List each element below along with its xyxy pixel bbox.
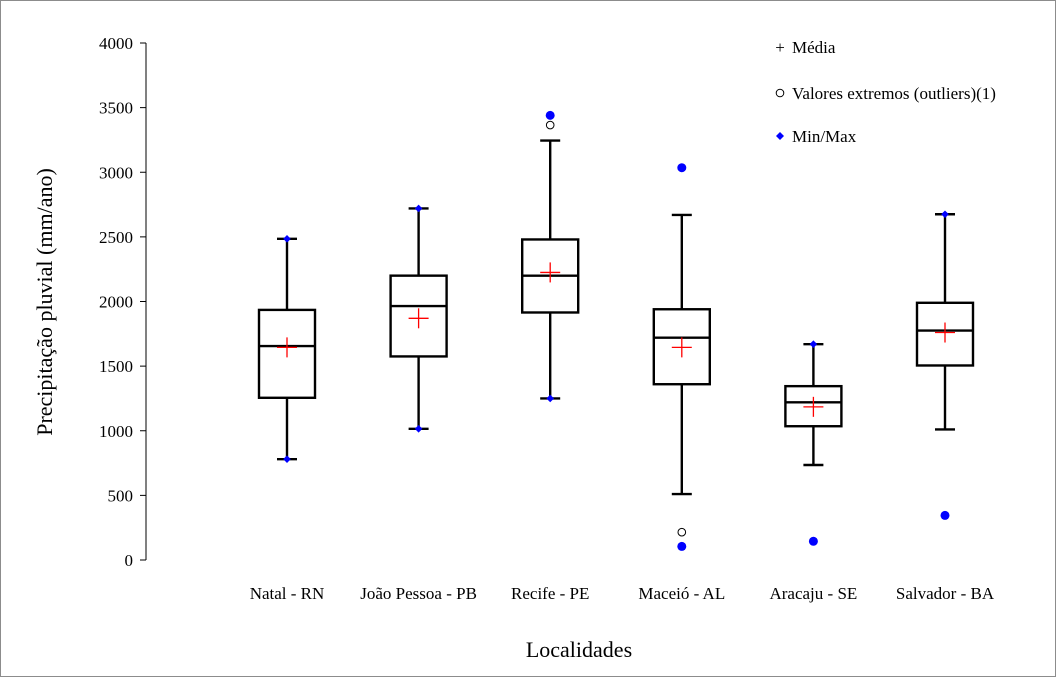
box-2 bbox=[389, 204, 448, 433]
max-marker bbox=[414, 204, 423, 213]
max-marker bbox=[283, 235, 291, 243]
legend-marker-minmax bbox=[776, 132, 784, 140]
min-marker bbox=[940, 510, 950, 520]
y-tick-label: 500 bbox=[108, 486, 134, 505]
legend-label: Média bbox=[792, 38, 836, 57]
y-tick-label: 2000 bbox=[99, 293, 133, 312]
mean-marker bbox=[408, 308, 429, 329]
mean-marker bbox=[277, 337, 297, 358]
y-tick-label: 1000 bbox=[99, 422, 133, 441]
mean-marker bbox=[935, 322, 955, 343]
x-tick-label: João Pessoa - PB bbox=[360, 584, 477, 603]
iqr-box bbox=[784, 384, 843, 428]
boxes-group bbox=[257, 110, 975, 551]
box-1 bbox=[257, 235, 317, 463]
y-axis: 0 500 1000 1500 2000 2500 3000 3500 4000 bbox=[99, 34, 147, 570]
x-tick-label: Natal - RN bbox=[250, 584, 325, 603]
box-4 bbox=[652, 163, 711, 551]
y-tick-label: 3500 bbox=[99, 99, 133, 118]
box-5 bbox=[784, 340, 843, 546]
max-marker bbox=[809, 340, 818, 348]
x-tick-labels: Natal - RN João Pessoa - PB Recife - PE Mac… bbox=[250, 584, 995, 603]
min-marker bbox=[283, 455, 291, 463]
min-marker bbox=[414, 425, 423, 433]
min-marker bbox=[546, 394, 554, 403]
iqr-box bbox=[389, 274, 448, 358]
y-tick-label: 2500 bbox=[99, 228, 133, 247]
legend-label: Min/Max bbox=[792, 127, 857, 146]
mean-marker bbox=[540, 262, 561, 283]
legend-label: Valores extremos (outliers)(1) bbox=[792, 84, 996, 103]
x-tick-label: Aracaju - SE bbox=[769, 584, 857, 603]
max-marker bbox=[545, 110, 555, 120]
y-axis-title: Precipitação pluvial (mm/ano) bbox=[32, 168, 57, 436]
mean-marker bbox=[671, 337, 692, 358]
box-6 bbox=[915, 210, 975, 520]
outlier-marker bbox=[677, 527, 687, 537]
x-axis-title: Localidades bbox=[526, 637, 632, 662]
outlier-marker bbox=[545, 120, 555, 130]
iqr-box bbox=[257, 308, 317, 399]
max-marker bbox=[677, 163, 687, 173]
legend-marker-outlier bbox=[775, 88, 785, 98]
x-tick-label: Maceió - AL bbox=[638, 584, 725, 603]
max-marker bbox=[941, 210, 949, 219]
min-marker bbox=[677, 541, 687, 551]
iqr-box bbox=[915, 301, 975, 367]
min-marker bbox=[808, 536, 818, 546]
box-3 bbox=[521, 110, 580, 403]
x-tick-label: Salvador - BA bbox=[896, 584, 995, 603]
x-tick-label: Recife - PE bbox=[511, 584, 589, 603]
y-tick-label: 1500 bbox=[99, 357, 133, 376]
mean-marker bbox=[803, 396, 824, 417]
legend: + Média Valores extremos (outliers)(1) Min/… bbox=[775, 38, 996, 146]
y-tick-label: 4000 bbox=[99, 34, 133, 53]
iqr-box bbox=[652, 308, 711, 386]
y-tick-label: 3000 bbox=[99, 163, 133, 182]
y-tick-label: 0 bbox=[125, 551, 134, 570]
legend-marker-mean: + bbox=[775, 38, 785, 57]
